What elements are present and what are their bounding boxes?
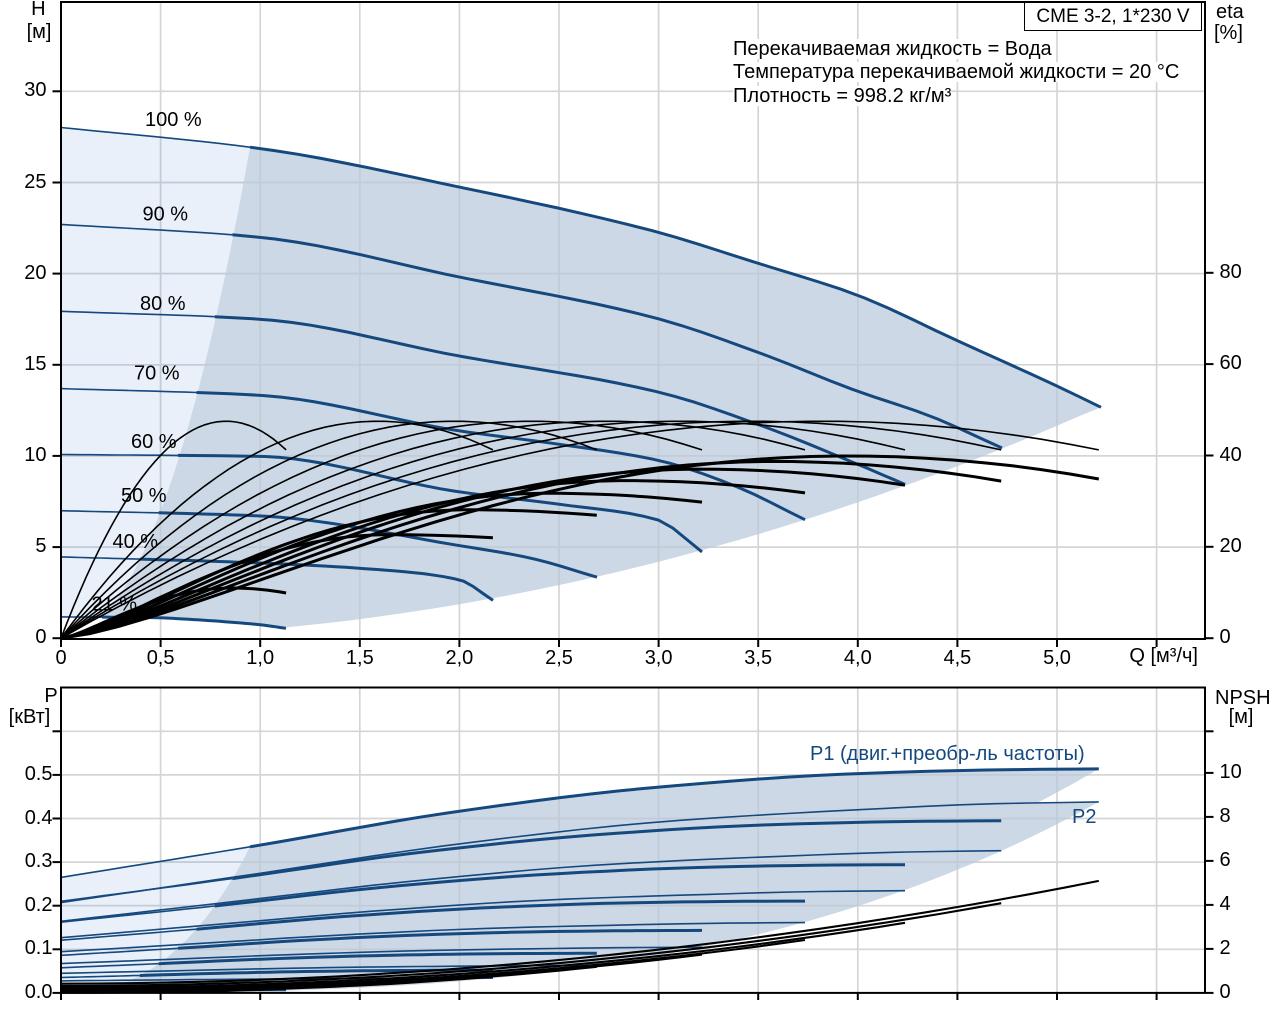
svg-text:100 %: 100 % — [145, 109, 202, 131]
svg-text:90 %: 90 % — [143, 204, 189, 226]
svg-text:80 %: 80 % — [140, 293, 186, 315]
svg-text:60 %: 60 % — [131, 431, 177, 453]
svg-text:70 %: 70 % — [134, 363, 180, 385]
svg-text:50 %: 50 % — [121, 485, 167, 507]
